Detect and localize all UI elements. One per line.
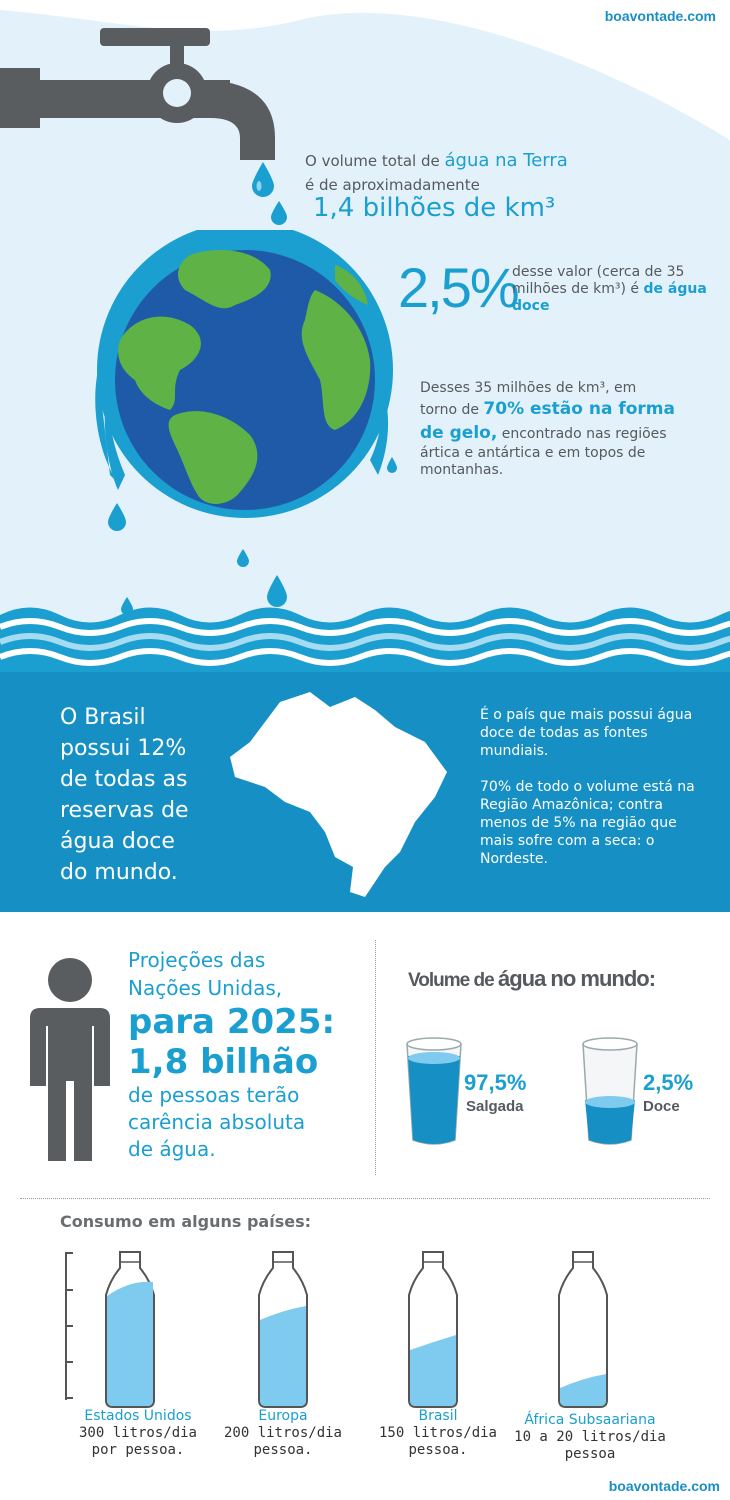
land-africa-europe — [301, 290, 371, 430]
brazil-fact-1: É o país que mais possui água doce de to… — [480, 707, 693, 759]
brand-top[interactable]: boavontade.com — [604, 8, 716, 24]
water-earth-section: O volume total de água na Terra é de apr… — [0, 0, 730, 690]
fresh-label: Doce — [643, 1098, 680, 1115]
fresh-percent: 2,5% — [643, 1070, 694, 1095]
bottle-africa — [558, 1251, 608, 1408]
scale-ruler — [65, 1252, 73, 1400]
faucet-icon — [0, 28, 275, 160]
brazil-map — [230, 692, 447, 897]
water-drop-icon — [121, 597, 133, 615]
bottle-label-africa: África Subsaariana 10 a 20 litros/dia pe… — [514, 1412, 666, 1462]
bottle-europa — [258, 1251, 308, 1408]
total-volume: 1,4 bilhões de km³ — [313, 193, 556, 223]
vertical-divider — [375, 940, 376, 1175]
projection-text: Projeções das Nações Unidas, para 2025: … — [128, 948, 336, 1161]
brazil-section: O Brasil possui 12% de todas as reservas… — [0, 672, 730, 912]
waves-decoration — [0, 607, 730, 690]
water-drop-icon — [271, 201, 287, 225]
land-south-america — [168, 411, 258, 504]
ice-text: Desses 35 milhões de km³, em torno de 70… — [420, 380, 675, 478]
person-icon — [30, 958, 110, 1161]
world-volume-title: Volume de água no mundo: — [408, 966, 656, 991]
intro-line2: é de aproximadamente — [305, 176, 480, 194]
brand-bottom[interactable]: boavontade.com — [608, 1478, 720, 1494]
bottle-estados-unidos — [105, 1251, 155, 1408]
horizontal-divider — [20, 1198, 710, 1199]
freshwater-text: desse valor (cerca de 35 milhões de km³)… — [512, 264, 707, 314]
brazil-fact-2: 70% de todo o volume está na Região Amaz… — [480, 779, 695, 867]
salt-label: Salgada — [466, 1098, 524, 1115]
brazil-headline: O Brasil possui 12% de todas as reservas… — [60, 705, 189, 885]
salt-percent: 97,5% — [464, 1070, 527, 1095]
glass-salt — [406, 1037, 462, 1145]
consumption-title: Consumo em alguns países: — [60, 1212, 312, 1231]
bottle-brasil — [408, 1251, 458, 1408]
water-drop-icon — [108, 503, 126, 531]
intro-line1: O volume total de água na Terra — [305, 150, 568, 171]
water-drop-icon — [387, 457, 397, 473]
earth-globe — [95, 230, 393, 518]
water-drop-icon — [267, 575, 287, 607]
bottle-label-eua: Estados Unidos 300 litros/dia por pessoa… — [78, 1408, 197, 1458]
freshwater-percent: 2,5% — [398, 256, 520, 319]
bottle-label-brasil: Brasil 150 litros/dia pessoa. — [378, 1408, 497, 1458]
land-north-america — [118, 316, 201, 410]
glass-fresh — [582, 1037, 638, 1145]
background-wave — [0, 0, 730, 140]
water-drop-icon — [252, 162, 274, 197]
bottle-label-europa: Europa 200 litros/dia pessoa. — [223, 1408, 342, 1458]
water-drop-icon — [237, 549, 249, 567]
land-greenland — [178, 250, 271, 309]
